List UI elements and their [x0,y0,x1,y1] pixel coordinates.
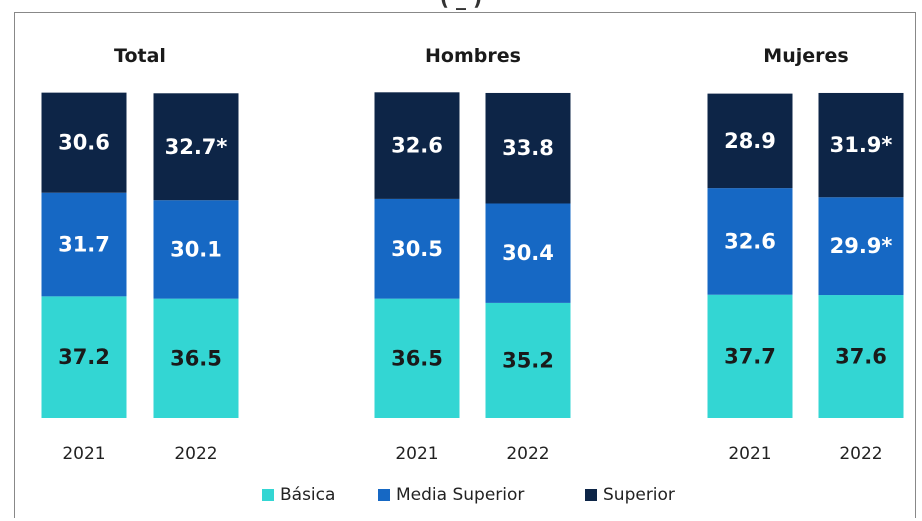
chart-frame [14,12,916,518]
year-label-1-0: 2021 [395,444,438,464]
data-label-2-1-1: 29.9* [830,234,893,258]
data-label-1-1-0: 35.2 [502,348,554,372]
legend-swatch-0 [262,489,274,501]
bar-segment-1-0-2 [374,92,460,199]
bar-segment-0-1-2 [153,93,239,201]
data-label-2-0-2: 28.9 [724,129,776,153]
data-label-0-0-0: 37.2 [58,345,110,369]
data-label-0-0-1: 31.7 [58,233,110,257]
bar-segment-2-0-0 [707,294,793,418]
data-label-0-1-0: 36.5 [170,346,222,370]
data-label-0-0-2: 30.6 [58,131,110,155]
data-label-2-0-0: 37.7 [724,344,776,368]
bar-segment-2-0-1 [707,188,793,295]
data-label-0-1-2: 32.7* [165,135,228,159]
legend-label-0: Básica [280,485,335,505]
bar-segment-2-1-2 [818,92,904,198]
bar-segment-1-1-0 [485,302,571,418]
legend-label-1: Media Superior [396,485,524,505]
bar-segment-0-1-1 [153,200,239,299]
year-label-0-1: 2022 [174,444,217,464]
year-label-2-0: 2021 [728,444,771,464]
data-label-2-1-2: 31.9* [830,133,893,157]
bar-segment-0-1-0 [153,298,239,418]
data-label-1-0-2: 32.6 [391,134,443,158]
year-label-0-0: 2021 [62,444,105,464]
bar-segment-1-0-0 [374,298,460,418]
data-label-0-1-1: 30.1 [170,237,222,261]
year-label-1-1: 2022 [506,444,549,464]
data-label-1-0-0: 36.5 [391,346,443,370]
bar-segment-1-1-2 [485,92,571,204]
bar-segment-1-1-1 [485,203,571,303]
data-label-1-1-2: 33.8 [502,136,554,160]
data-label-1-0-1: 30.5 [391,237,443,261]
bar-segment-2-1-1 [818,197,904,296]
chart-title-partial: ( _ ) [0,0,922,10]
legend-swatch-1 [378,489,390,501]
group-title-1: Hombres [425,45,521,67]
legend-label-2: Superior [603,485,675,505]
bar-segment-2-1-0 [818,295,904,418]
group-title-0: Total [114,45,166,67]
year-label-2-1: 2022 [839,444,882,464]
data-label-2-0-1: 32.6 [724,229,776,253]
bar-segment-0-0-2 [41,92,127,193]
bar-segment-2-0-2 [707,93,793,189]
legend-swatch-2 [585,489,597,501]
data-label-1-1-1: 30.4 [502,241,554,265]
bar-segment-1-0-1 [374,198,460,299]
bar-segment-0-0-1 [41,192,127,297]
data-label-2-1-0: 37.6 [835,345,887,369]
bar-segment-0-0-0 [41,296,127,418]
group-title-2: Mujeres [763,45,848,67]
